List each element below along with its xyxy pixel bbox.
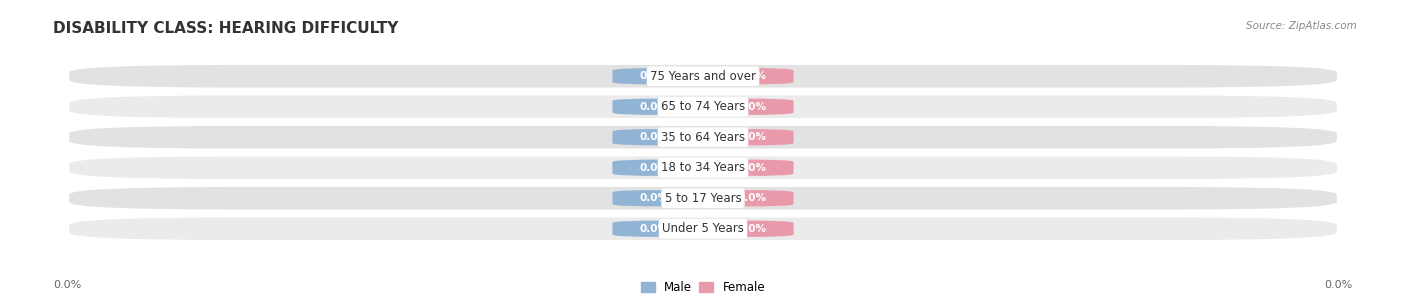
Text: 5 to 17 Years: 5 to 17 Years bbox=[665, 192, 741, 205]
Text: 0.0%: 0.0% bbox=[640, 71, 669, 81]
FancyBboxPatch shape bbox=[710, 160, 793, 176]
FancyBboxPatch shape bbox=[613, 190, 696, 206]
Text: Source: ZipAtlas.com: Source: ZipAtlas.com bbox=[1246, 21, 1357, 31]
FancyBboxPatch shape bbox=[69, 95, 1337, 118]
Text: 0.0%: 0.0% bbox=[640, 193, 669, 203]
Text: 65 to 74 Years: 65 to 74 Years bbox=[661, 100, 745, 113]
FancyBboxPatch shape bbox=[613, 221, 696, 237]
Text: 0.0%: 0.0% bbox=[737, 163, 766, 173]
FancyBboxPatch shape bbox=[710, 190, 793, 206]
FancyBboxPatch shape bbox=[69, 65, 1337, 88]
FancyBboxPatch shape bbox=[613, 99, 696, 115]
FancyBboxPatch shape bbox=[69, 217, 1337, 240]
Text: 18 to 34 Years: 18 to 34 Years bbox=[661, 161, 745, 174]
FancyBboxPatch shape bbox=[613, 129, 696, 145]
Text: 0.0%: 0.0% bbox=[1324, 280, 1353, 290]
FancyBboxPatch shape bbox=[69, 126, 1337, 149]
FancyBboxPatch shape bbox=[613, 68, 696, 84]
Text: 0.0%: 0.0% bbox=[640, 163, 669, 173]
FancyBboxPatch shape bbox=[710, 221, 793, 237]
Text: 75 Years and over: 75 Years and over bbox=[650, 70, 756, 83]
Text: 0.0%: 0.0% bbox=[737, 71, 766, 81]
Text: Under 5 Years: Under 5 Years bbox=[662, 222, 744, 235]
FancyBboxPatch shape bbox=[613, 160, 696, 176]
Text: 0.0%: 0.0% bbox=[737, 193, 766, 203]
FancyBboxPatch shape bbox=[69, 156, 1337, 179]
FancyBboxPatch shape bbox=[710, 68, 793, 84]
FancyBboxPatch shape bbox=[710, 99, 793, 115]
Text: 0.0%: 0.0% bbox=[640, 224, 669, 234]
FancyBboxPatch shape bbox=[69, 187, 1337, 210]
Text: 0.0%: 0.0% bbox=[737, 224, 766, 234]
Legend: Male, Female: Male, Female bbox=[636, 276, 770, 299]
Text: 0.0%: 0.0% bbox=[737, 102, 766, 112]
Text: 0.0%: 0.0% bbox=[640, 102, 669, 112]
FancyBboxPatch shape bbox=[710, 129, 793, 145]
Text: 0.0%: 0.0% bbox=[640, 132, 669, 142]
Text: 0.0%: 0.0% bbox=[737, 132, 766, 142]
Text: DISABILITY CLASS: HEARING DIFFICULTY: DISABILITY CLASS: HEARING DIFFICULTY bbox=[53, 21, 399, 36]
Text: 35 to 64 Years: 35 to 64 Years bbox=[661, 131, 745, 144]
Text: 0.0%: 0.0% bbox=[53, 280, 82, 290]
